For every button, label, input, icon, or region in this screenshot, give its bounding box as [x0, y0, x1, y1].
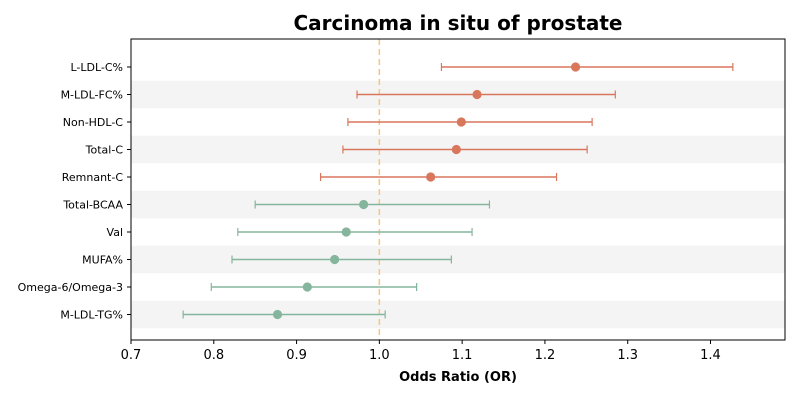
point-estimate — [456, 117, 466, 127]
estimate-marks — [182, 62, 734, 320]
point-estimate — [341, 227, 351, 237]
x-tick-label: 1.0 — [369, 348, 390, 363]
category-label: Total-C — [85, 144, 124, 157]
point-estimate — [570, 62, 581, 72]
x-tick-label: 1.1 — [452, 348, 473, 363]
chart-title: Carcinoma in situ of prostate — [293, 11, 622, 35]
category-label: M-LDL-FC% — [61, 89, 123, 102]
point-estimate — [272, 309, 283, 320]
x-axis: 0.7 0.8 0.9 1.0 1.1 1.2 1.3 1.4 — [121, 340, 721, 363]
point-estimate — [302, 282, 312, 292]
row-band — [131, 245, 785, 274]
x-tick-label: 0.9 — [286, 348, 307, 363]
x-tick-label: 1.3 — [617, 348, 638, 363]
category-label: Omega-6/Omega-3 — [18, 281, 123, 294]
x-tick-label: 1.4 — [700, 348, 721, 363]
category-label: M-LDL-TG% — [60, 309, 123, 322]
category-label: Non-HDL-C — [63, 116, 124, 129]
category-labels: L-LDL-C% M-LDL-FC% Non-HDL-C Total-C Remnant… — [18, 61, 131, 322]
x-tick-label: 1.2 — [535, 348, 556, 363]
point-estimate — [330, 254, 340, 265]
x-tick-label: 0.7 — [121, 348, 142, 363]
point-estimate — [472, 89, 482, 100]
category-label: Remnant-C — [62, 171, 124, 184]
point-estimate — [426, 172, 436, 182]
x-axis-label: Odds Ratio (OR) — [399, 370, 517, 385]
category-label: MUFA% — [82, 254, 123, 267]
x-tick-label: 0.8 — [203, 348, 224, 363]
category-label: Total-BCAA — [62, 199, 123, 212]
plot-frame — [130, 38, 786, 341]
point-estimate — [451, 144, 461, 155]
category-label: L-LDL-C% — [70, 61, 123, 74]
category-label: Val — [107, 226, 123, 239]
point-estimate — [359, 199, 369, 210]
